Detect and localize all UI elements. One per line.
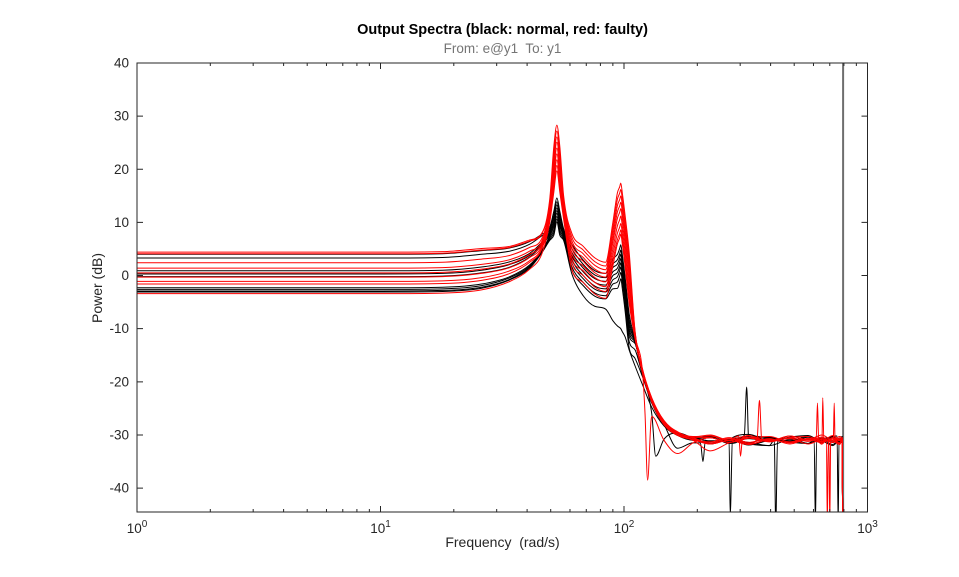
spectrum-curve-normal-2	[137, 201, 844, 512]
spectrum-curve-normal-8	[137, 218, 844, 512]
spectrum-curve-normal-1	[137, 197, 844, 512]
x-tick-label: 103	[857, 519, 878, 536]
y-tick-label: 20	[114, 162, 129, 177]
spectrum-curve-normal-5	[137, 210, 844, 512]
plot-border	[136, 62, 868, 513]
y-tick-label: -30	[109, 427, 129, 442]
spectrum-curve-faulty-9	[137, 170, 844, 512]
spectrum-curve-faulty-4	[137, 141, 844, 512]
axis-ticks	[136, 62, 868, 512]
y-tick-label: 30	[114, 109, 129, 124]
spectrum-curve-faulty-6	[137, 153, 844, 512]
chart-subtitle: From: e@y1 To: y1	[443, 41, 562, 56]
x-tick-label: 102	[614, 519, 635, 536]
spectrum-curve-faulty-2	[137, 130, 844, 512]
spectrum-curve-faulty-1	[137, 124, 844, 512]
y-tick-label: 0	[121, 268, 129, 283]
x-axis-label: Frequency (rad/s)	[445, 534, 560, 550]
y-tick-label: 10	[114, 215, 129, 230]
spectrum-curve-normal-7	[137, 216, 844, 512]
axes-box	[136, 62, 868, 513]
spectrum-curve-faulty-8	[137, 165, 844, 512]
spectrum-curve-faulty-3	[137, 136, 844, 512]
y-tick-label: -10	[109, 321, 129, 336]
chart-title: Output Spectra (black: normal, red: faul…	[357, 22, 648, 38]
spectrum-curve-normal-6	[137, 212, 844, 512]
y-tick-label: -40	[109, 481, 129, 496]
spectrum-curve-faulty-5	[137, 147, 844, 512]
x-tick-label: 100	[127, 519, 148, 536]
spectrum-curve-normal-4	[137, 207, 844, 512]
curves-layer	[137, 63, 845, 512]
x-tick-label: 101	[370, 519, 391, 536]
y-tick-label: -20	[109, 374, 129, 389]
spectrum-curve-faulty-7	[137, 159, 844, 512]
y-tick-label: 40	[114, 56, 129, 71]
